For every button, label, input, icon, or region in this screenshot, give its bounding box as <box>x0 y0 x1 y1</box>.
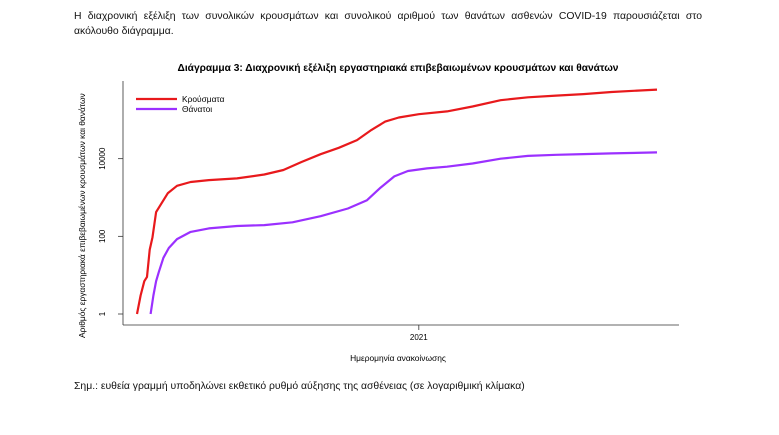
y-ticks: 1 100 10000 <box>98 147 123 316</box>
y-tick-label: 1 <box>98 311 107 316</box>
plot-area: 1 100 10000 2021 <box>98 81 679 342</box>
y-tick-label: 100 <box>98 229 107 243</box>
legend-label: Θάνατοι <box>182 104 212 114</box>
intro-paragraph: Η διαχρονική εξέλιξη των συνολικών κρουσ… <box>74 11 702 37</box>
series-line-deaths <box>149 151 658 315</box>
x-tick-label: 2021 <box>410 333 428 342</box>
series-line-cases <box>135 88 658 315</box>
legend-label: Κρούσματα <box>182 94 225 104</box>
series-lines <box>135 88 658 315</box>
chart-title: Διάγραμμα 3: Διαχρονική εξέλιξη εργαστηρ… <box>178 63 619 74</box>
y-tick-label: 10000 <box>98 147 107 170</box>
y-axis-label: Αριθμός εργαστηριακά επιβεβαιωμένων κρου… <box>77 93 87 338</box>
x-axis-label: Ημερομηνία ανακοίνωσης <box>350 353 446 363</box>
x-ticks: 2021 <box>410 325 428 342</box>
footnote: Σημ.: ευθεία γραμμή υποδηλώνει εκθετικό … <box>74 381 525 392</box>
